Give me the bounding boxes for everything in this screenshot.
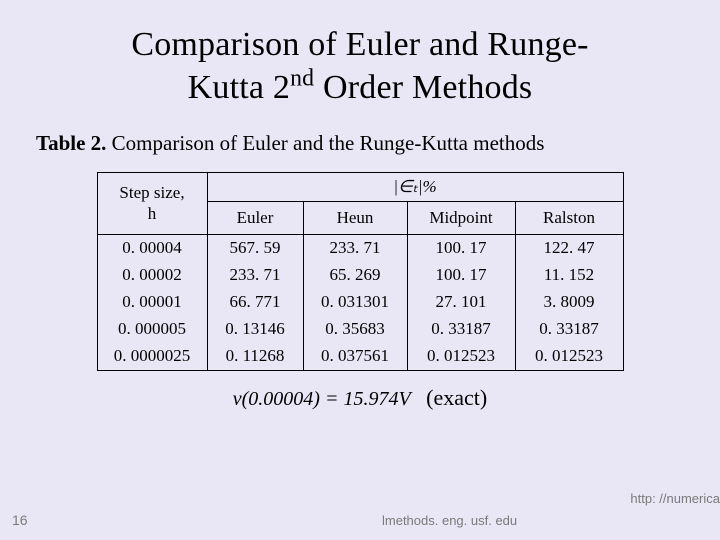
caption-label: Table 2.: [36, 131, 106, 155]
cell-heun: 0. 35683: [303, 316, 407, 343]
cell-midpoint: 0. 33187: [407, 316, 515, 343]
header-stepsize-line2: h: [148, 204, 157, 223]
title-line-2a: Kutta 2: [188, 69, 290, 106]
table-row: 0. 000005 0. 13146 0. 35683 0. 33187 0. …: [97, 316, 623, 343]
cell-ralston: 122. 47: [515, 235, 623, 262]
footer-url-2: http: //numerica: [630, 491, 720, 506]
table-container: Step size, h |∈ₜ|% Euler Heun Midpoint R…: [28, 172, 692, 371]
cell-euler: 66. 771: [207, 289, 303, 316]
cell-ralston: 0. 012523: [515, 343, 623, 370]
col-header-ralston: Ralston: [515, 202, 623, 235]
cell-midpoint: 100. 17: [407, 235, 515, 262]
table-row: 0. 00001 66. 771 0. 031301 27. 101 3. 80…: [97, 289, 623, 316]
slide-root: Comparison of Euler and Runge- Kutta 2nd…: [0, 0, 720, 540]
title-line-1: Comparison of Euler and Runge-: [131, 26, 588, 63]
cell-heun: 0. 031301: [303, 289, 407, 316]
cell-stepsize: 0. 00002: [97, 262, 207, 289]
table-row: 0. 00004 567. 59 233. 71 100. 17 122. 47: [97, 235, 623, 262]
exact-label: (exact): [426, 385, 487, 410]
table-row: 0. 00002 233. 71 65. 269 100. 17 11. 152: [97, 262, 623, 289]
title-superscript: nd: [290, 65, 314, 91]
exact-value-line: v(0.00004) = 15.974V (exact): [28, 385, 692, 411]
header-error-symbol: |∈ₜ|%: [207, 173, 623, 202]
cell-stepsize: 0. 00001: [97, 289, 207, 316]
cell-ralston: 0. 33187: [515, 316, 623, 343]
col-header-heun: Heun: [303, 202, 407, 235]
cell-stepsize: 0. 00004: [97, 235, 207, 262]
cell-ralston: 11. 152: [515, 262, 623, 289]
cell-midpoint: 27. 101: [407, 289, 515, 316]
col-header-midpoint: Midpoint: [407, 202, 515, 235]
cell-euler: 233. 71: [207, 262, 303, 289]
comparison-table: Step size, h |∈ₜ|% Euler Heun Midpoint R…: [97, 172, 624, 371]
table-row: 0. 0000025 0. 11268 0. 037561 0. 012523 …: [97, 343, 623, 370]
exact-equation: v(0.00004) = 15.974V: [233, 388, 411, 410]
cell-euler: 0. 13146: [207, 316, 303, 343]
caption-text: Comparison of Euler and the Runge-Kutta …: [106, 131, 544, 155]
header-stepsize-line1: Step size,: [119, 183, 184, 202]
cell-heun: 233. 71: [303, 235, 407, 262]
cell-ralston: 3. 8009: [515, 289, 623, 316]
page-number: 16: [12, 512, 28, 528]
table-caption: Table 2. Comparison of Euler and the Run…: [36, 131, 692, 156]
table-header-row-1: Step size, h |∈ₜ|%: [97, 173, 623, 202]
col-header-euler: Euler: [207, 202, 303, 235]
cell-midpoint: 100. 17: [407, 262, 515, 289]
cell-heun: 0. 037561: [303, 343, 407, 370]
cell-euler: 567. 59: [207, 235, 303, 262]
footer-url-1: lmethods. eng. usf. edu: [382, 513, 517, 528]
header-stepsize: Step size, h: [97, 173, 207, 235]
slide-title: Comparison of Euler and Runge- Kutta 2nd…: [88, 24, 632, 109]
cell-stepsize: 0. 0000025: [97, 343, 207, 370]
title-line-2b: Order Methods: [314, 69, 532, 106]
cell-stepsize: 0. 000005: [97, 316, 207, 343]
cell-euler: 0. 11268: [207, 343, 303, 370]
cell-heun: 65. 269: [303, 262, 407, 289]
cell-midpoint: 0. 012523: [407, 343, 515, 370]
error-symbol-text: |∈ₜ|%: [393, 177, 436, 196]
